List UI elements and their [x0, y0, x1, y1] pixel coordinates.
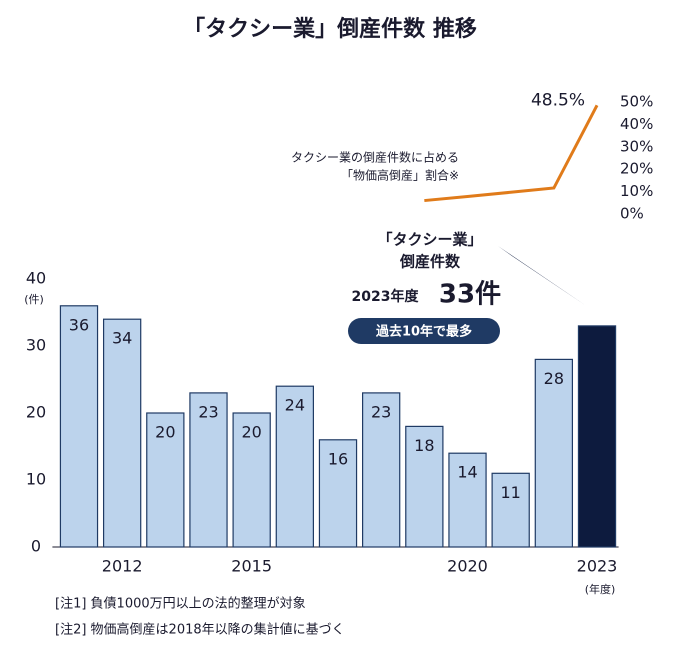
line-label: 「物価高倒産」割合※: [341, 168, 459, 183]
y-unit: (件): [24, 293, 44, 306]
data-label: 34: [112, 329, 132, 348]
x-tick-label: 2023: [577, 557, 618, 576]
line-label: タクシー業の倒産件数に占める: [291, 150, 459, 165]
chart-title: 「タクシー業」倒産件数 推移: [183, 16, 477, 42]
y2-tick-label: 0%: [620, 205, 644, 223]
y2-tick-label: 50%: [620, 93, 653, 111]
data-label: 11: [500, 483, 520, 502]
data-label: 20: [241, 423, 261, 442]
callout-count: 33件: [439, 280, 501, 310]
y-tick-label: 10: [26, 470, 46, 489]
note: [注2] 物価高倒産は2018年以降の集計値に基づく: [55, 622, 345, 638]
line: [424, 104, 599, 203]
bar: [232, 412, 271, 548]
bar: [102, 318, 142, 548]
bar: [577, 325, 617, 548]
bar: [146, 412, 185, 548]
data-label: 18: [414, 436, 434, 455]
data-label: 23: [371, 402, 391, 421]
y2-tick-label: 40%: [620, 115, 653, 133]
note: [注1] 負債1000万円以上の法的整理が対象: [55, 596, 306, 612]
x-tick-label: 2015: [231, 557, 272, 576]
bar: [405, 425, 444, 548]
bar: [362, 392, 401, 548]
y-tick-label: 30: [26, 336, 46, 355]
bar: [189, 392, 228, 548]
bar: [318, 439, 358, 548]
data-label: 16: [328, 449, 348, 468]
bar: [491, 472, 530, 548]
bar: [534, 358, 574, 548]
callout-badge-text: 過去10年で最多: [375, 324, 472, 340]
callout-badge: [348, 318, 500, 344]
bar: [448, 452, 487, 548]
bar: [59, 305, 99, 548]
x-tick-label: 2012: [102, 557, 143, 576]
bar: [275, 385, 314, 548]
line-data-label: 48.5%: [531, 90, 585, 110]
y-tick-label: 20: [26, 403, 46, 422]
x-tick-label: 2020: [447, 557, 488, 576]
y-tick-label: 0: [31, 537, 41, 556]
callout-pointer: [498, 246, 585, 305]
callout-title: 倒産件数: [399, 253, 461, 271]
callout-title: 「タクシー業」: [377, 231, 482, 249]
y-tick-label: 40: [26, 269, 46, 288]
data-label: 23: [198, 402, 218, 421]
y2-tick-label: 30%: [620, 137, 653, 155]
callout-year: 2023年度: [352, 288, 420, 305]
y2-tick-label: 20%: [620, 160, 653, 178]
data-label: 24: [285, 396, 305, 415]
data-label: 28: [544, 369, 564, 388]
x-unit: (年度): [585, 582, 616, 596]
data-label: 36: [69, 315, 89, 334]
data-label: 20: [155, 423, 175, 442]
y2-tick-label: 10%: [620, 182, 653, 200]
data-label: 14: [457, 463, 477, 482]
